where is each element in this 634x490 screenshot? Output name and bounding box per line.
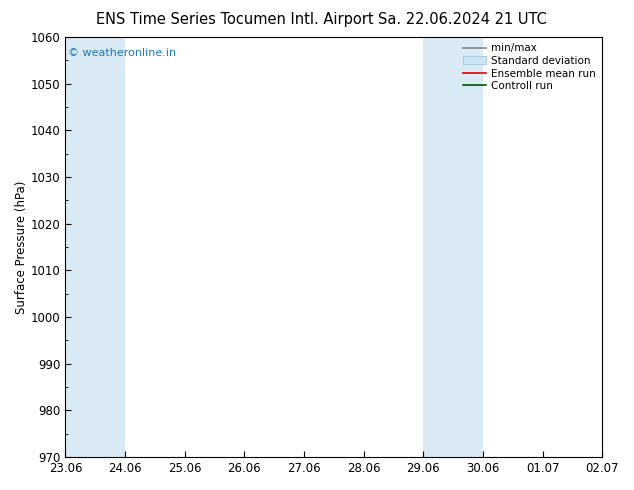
Bar: [424, 37, 483, 457]
Text: © weatheronline.in: © weatheronline.in: [68, 48, 176, 58]
Y-axis label: Surface Pressure (hPa): Surface Pressure (hPa): [15, 180, 28, 314]
Text: ENS Time Series Tocumen Intl. Airport: ENS Time Series Tocumen Intl. Airport: [96, 12, 373, 27]
Bar: [602, 37, 634, 457]
Text: Sa. 22.06.2024 21 UTC: Sa. 22.06.2024 21 UTC: [378, 12, 547, 27]
Legend: min/max, Standard deviation, Ensemble mean run, Controll run: min/max, Standard deviation, Ensemble me…: [459, 39, 600, 96]
Bar: [65, 37, 125, 457]
